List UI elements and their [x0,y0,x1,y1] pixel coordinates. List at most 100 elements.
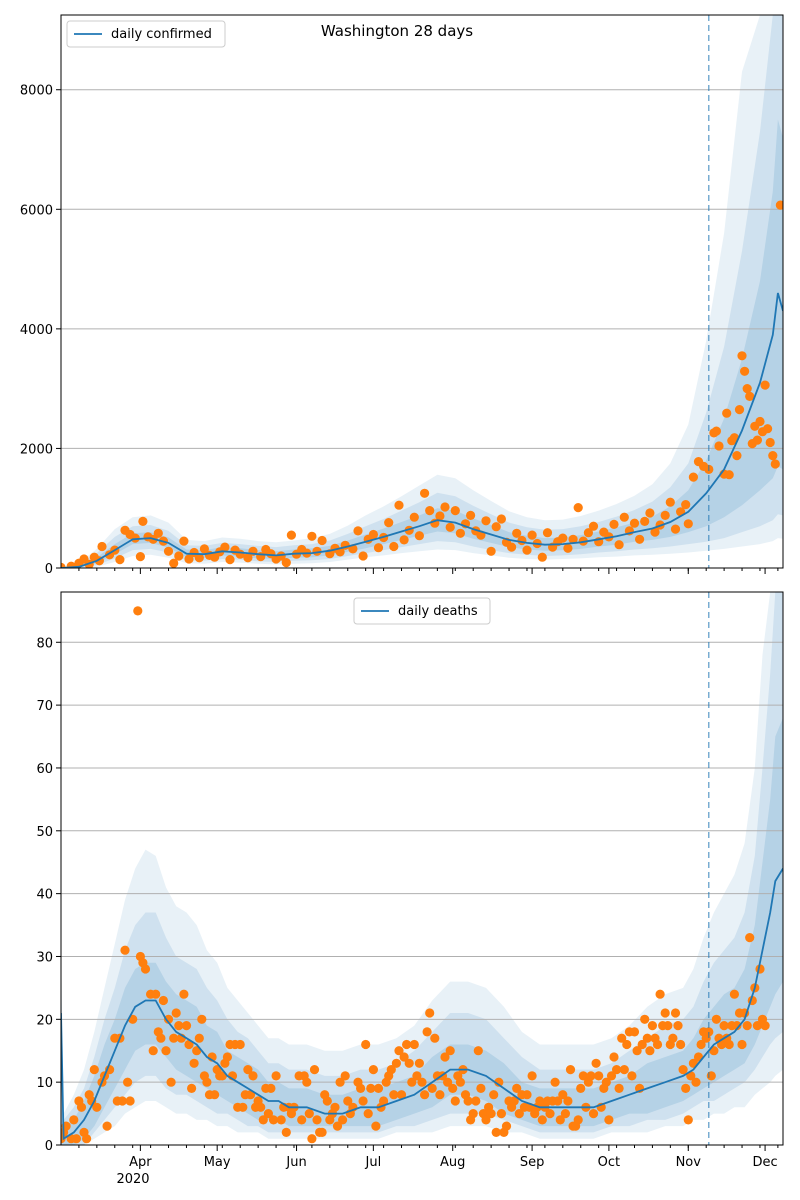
observed-point [130,533,140,543]
outer-95-band [61,15,783,568]
observed-point [514,1109,524,1119]
observed-point [614,1083,624,1093]
observed-point [371,1121,381,1131]
observed-point [71,1134,81,1144]
observed-point [422,1027,432,1037]
observed-point [545,1109,555,1119]
observed-point [309,1065,320,1075]
observed-point [394,500,404,510]
observed-point [366,1083,376,1093]
observed-point [89,1065,99,1075]
observed-point [601,1077,611,1087]
observed-point [640,516,650,527]
x-tick-label: Jul [365,1155,382,1170]
observed-point [197,1014,207,1024]
observed-point [222,1052,232,1062]
observed-point [386,1065,396,1075]
observed-point [652,1039,663,1050]
observed-point [133,606,143,616]
deaths-observed-points [61,606,770,1144]
observed-point [655,989,665,999]
observed-point [125,1096,135,1106]
confirmed-x-ticks [78,568,779,574]
observed-point [317,1127,327,1137]
observed-point [450,1096,460,1106]
observed-point [92,1102,102,1112]
observed-point [115,555,125,565]
observed-point [678,1065,688,1075]
observed-point [123,1077,133,1087]
observed-point [225,555,235,565]
observed-point [373,543,384,553]
observed-point [343,1096,353,1106]
observed-point [745,933,755,943]
x-tick-label: Aug [440,1155,465,1170]
observed-point [704,1027,714,1037]
observed-point [420,488,430,498]
observed-point [202,1077,212,1087]
observed-point [117,1096,127,1106]
observed-point [491,522,501,532]
observed-point [281,558,291,568]
observed-point [496,1109,506,1119]
observed-point [719,1021,729,1031]
deaths-legend-label: daily deaths [398,604,478,619]
outer-95-band [61,592,783,1145]
y-tick-label: 60 [36,762,53,777]
y-tick-label: 10 [36,1076,53,1091]
observed-point [169,1033,179,1043]
y-tick-label: 2000 [20,442,53,457]
observed-point [179,989,189,999]
observed-point [156,1033,166,1043]
observed-point [670,1008,681,1018]
observed-point [268,1115,279,1125]
observed-point [604,1115,614,1125]
observed-point [555,1115,565,1125]
observed-point [179,536,189,546]
observed-point [742,384,752,394]
observed-point [489,1090,499,1100]
observed-point [307,531,317,541]
observed-point [210,1090,220,1100]
observed-point [586,1071,596,1081]
confirmed-median-line [61,292,783,568]
observed-point [425,1008,435,1018]
observed-point [368,1065,378,1075]
observed-point [737,1039,747,1050]
observed-point [330,1102,340,1112]
observed-point [440,502,450,512]
observed-point [353,526,363,536]
observed-point [440,1052,450,1062]
observed-point [158,995,168,1006]
observed-point [494,1077,504,1087]
observed-point [82,1134,92,1144]
observed-point [522,1090,532,1100]
observed-point [752,1021,763,1031]
observed-point [573,503,583,513]
x-tick-label: May [204,1155,231,1170]
observed-point [770,459,780,469]
observed-point [363,1109,373,1119]
observed-point [399,535,409,545]
x-tick-label: Oct [598,1155,620,1170]
observed-point [389,1090,399,1100]
observed-point [737,351,747,361]
observed-point [379,1096,389,1106]
observed-point [258,1115,268,1125]
deaths-x-ticks: Apr May Jun Jul Aug Sep Oct Nov Dec [78,1145,779,1170]
observed-point [171,1008,181,1018]
observed-point [588,521,599,531]
observed-point [389,541,399,552]
observed-point [558,533,568,543]
middle-80-band [61,15,783,568]
observed-point [550,1077,560,1087]
observed-point [199,544,209,554]
observed-point [588,1109,599,1119]
observed-point [714,441,724,451]
observed-point [276,1115,286,1125]
observed-point [414,1058,424,1068]
x-tick-label: Sep [520,1155,545,1170]
observed-point [471,1096,481,1106]
observed-point [629,518,640,528]
observed-point [711,1014,722,1024]
